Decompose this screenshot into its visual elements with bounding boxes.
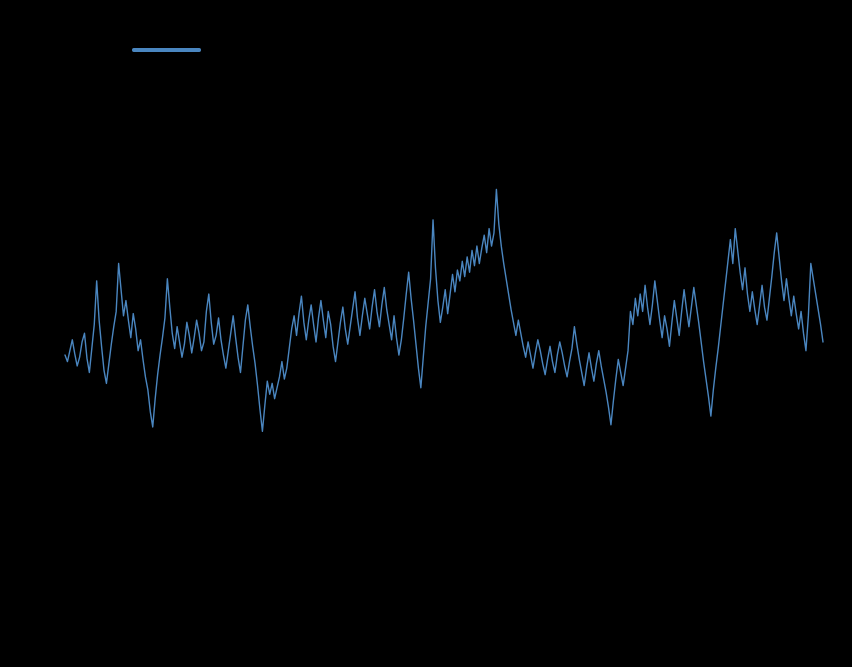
data-series-line <box>64 188 824 433</box>
legend <box>132 48 209 52</box>
plot-area <box>64 188 824 433</box>
series-line-swatch <box>132 48 201 52</box>
